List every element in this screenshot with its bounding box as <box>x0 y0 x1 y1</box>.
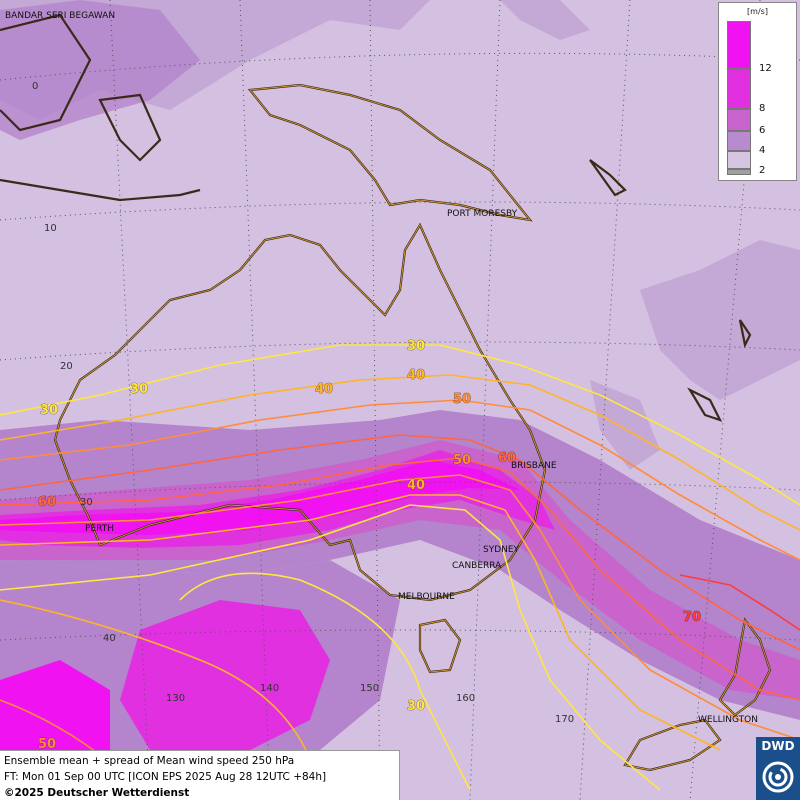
isotach-50-north <box>0 399 800 561</box>
dwd-logo: DWD <box>756 737 800 800</box>
lat-label: 30 <box>80 497 93 508</box>
isotach-60-north <box>0 434 800 651</box>
isotach-label: 30 <box>407 339 425 354</box>
city-label: BRISBANE <box>511 461 557 471</box>
isotach-40-north <box>0 374 800 531</box>
isotach-60-south <box>0 457 800 701</box>
lon-label: 140 <box>260 683 279 694</box>
legend-tick: 8 <box>759 103 766 114</box>
isotach-label: 60 <box>498 451 516 466</box>
isotach-label: 30 <box>407 699 425 714</box>
city-labels: BANDAR SERI BEGAWAN PORT MORESBY BRISBAN… <box>5 11 758 725</box>
dwd-swirl-icon <box>762 761 794 793</box>
city-label: MELBOURNE <box>398 592 455 602</box>
legend-tick: 4 <box>759 145 766 156</box>
isotach-40-south <box>0 494 721 751</box>
lon-label: 160 <box>456 693 475 704</box>
legend-tick: 12 <box>759 63 772 74</box>
isotach-label: 70 <box>683 610 701 625</box>
isotach-label: 50 <box>453 392 471 407</box>
isotach-40-sw <box>0 599 321 791</box>
isotach-30-south <box>0 504 661 791</box>
isotach-label: 40 <box>407 478 425 493</box>
legend-tick: 2 <box>759 165 766 176</box>
caption-forecast-time: FT: Mon 01 Sep 00 UTC [ICON EPS 2025 Aug… <box>4 771 327 783</box>
lat-label: 10 <box>44 223 57 234</box>
lon-label: 130 <box>166 693 185 704</box>
lat-label: 0 <box>32 81 38 92</box>
isotach-label: 40 <box>407 368 425 383</box>
map-caption: Ensemble mean + spread of Mean wind spee… <box>0 750 400 800</box>
caption-copyright: ©2025 Deutscher Wetterdienst <box>4 787 190 799</box>
color-legend: [m/s] 12 8 6 4 2 <box>718 2 797 181</box>
isotach-50-south <box>0 474 800 741</box>
city-label: SYDNEY <box>483 545 520 555</box>
lat-label: 20 <box>60 361 73 372</box>
isotach-label: 40 <box>315 382 333 397</box>
isotach-label: 50 <box>38 737 56 752</box>
legend-unit: [m/s] <box>747 7 768 16</box>
legend-swatch <box>727 69 751 109</box>
spread-shading <box>0 0 800 750</box>
city-label: BANDAR SERI BEGAWAN <box>5 11 115 21</box>
lon-label: 170 <box>555 714 574 725</box>
grid-labels: 0 10 20 30 40 130 140 150 160 170 <box>32 81 574 725</box>
city-label: WELLINGTON <box>698 715 758 725</box>
isotach-label: 60 <box>38 495 56 510</box>
legend-swatch <box>727 21 751 69</box>
lon-label: 150 <box>360 683 379 694</box>
city-label: CANBERRA <box>452 561 502 571</box>
caption-title: Ensemble mean + spread of Mean wind spee… <box>4 755 295 767</box>
legend-tick: 6 <box>759 125 766 136</box>
isotach-labels: 30 30 30 40 40 50 50 60 60 70 30 50 40 <box>38 339 702 753</box>
lat-label: 40 <box>103 633 116 644</box>
isotach-70 <box>679 574 800 631</box>
city-label: PERTH <box>85 524 114 534</box>
isotach-label: 50 <box>453 453 471 468</box>
legend-swatch <box>727 109 751 131</box>
city-label: PORT MORESBY <box>447 209 518 219</box>
isotach-label: 30 <box>130 382 148 397</box>
legend-swatch <box>727 169 751 175</box>
dwd-logo-text: DWD <box>761 739 795 753</box>
isotach-30-north <box>0 344 800 506</box>
legend-swatch <box>727 131 751 151</box>
isotach-label: 30 <box>40 403 58 418</box>
isotach-30-sw <box>179 572 471 791</box>
isotachs <box>0 344 800 791</box>
legend-swatch <box>727 151 751 169</box>
